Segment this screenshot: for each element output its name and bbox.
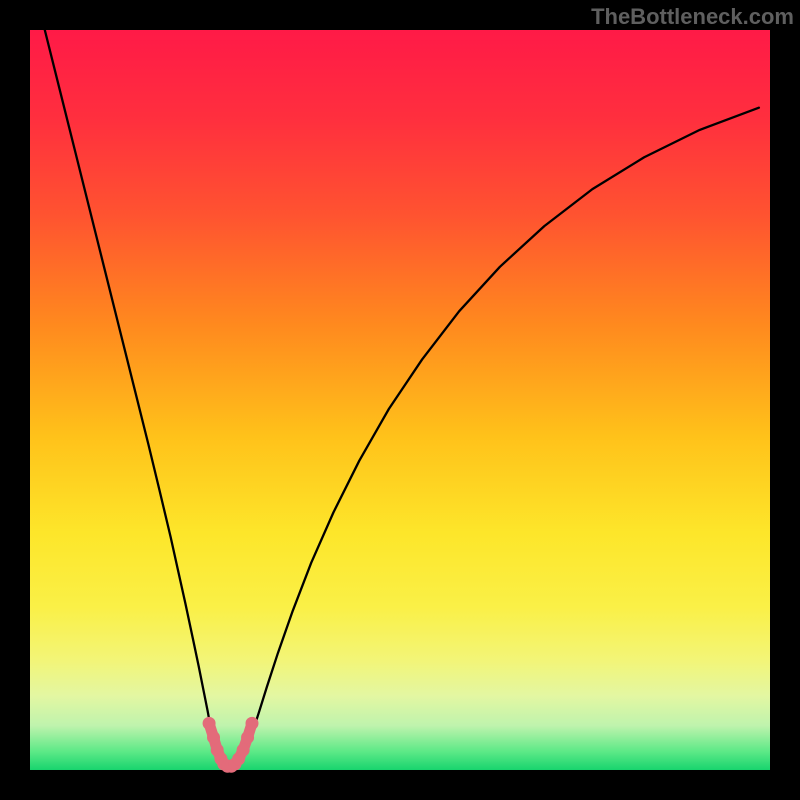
bottleneck-curve-chart (0, 0, 800, 800)
watermark-text: TheBottleneck.com (591, 4, 794, 30)
gradient-background (30, 30, 770, 770)
chart-container: TheBottleneck.com (0, 0, 800, 800)
